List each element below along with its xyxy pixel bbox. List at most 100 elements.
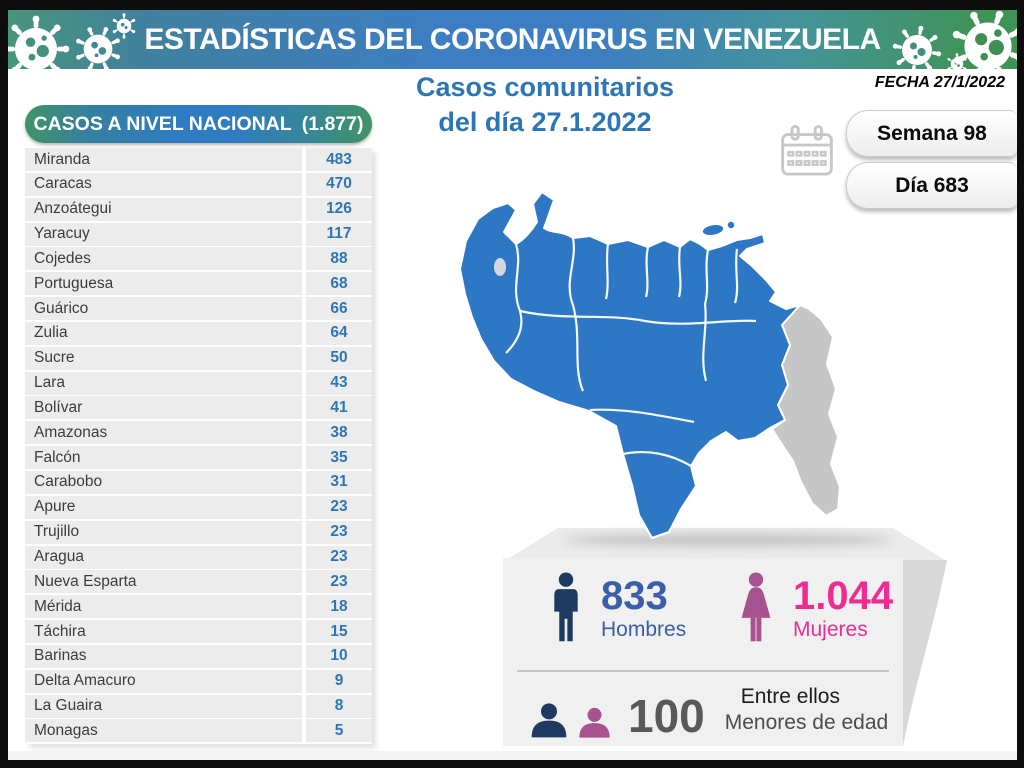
menores-label-line2: Menores de edad bbox=[724, 711, 889, 734]
state-name: Anzoátegui bbox=[25, 197, 302, 221]
calendar-icon bbox=[781, 125, 833, 176]
header-band: ESTADÍSTICAS DEL CORONAVIRUS EN VENEZUEL… bbox=[8, 10, 1017, 69]
table-row: La Guaira 8 bbox=[25, 694, 372, 718]
table-row: Táchira 15 bbox=[25, 620, 372, 644]
table-row: Guárico 66 bbox=[25, 297, 372, 321]
mujeres-label: Mujeres bbox=[793, 618, 868, 641]
state-value: 470 bbox=[306, 172, 372, 196]
table-row: Trujillo 23 bbox=[25, 520, 372, 544]
pedestal-graphic bbox=[506, 528, 947, 746]
subtitle-line2: del día 27.1.2022 bbox=[438, 107, 652, 137]
hombres-label: Hombres bbox=[601, 618, 687, 641]
mujeres-group: 1.044 Mujeres bbox=[733, 572, 893, 644]
table-row: Zulia 64 bbox=[25, 321, 372, 345]
table-row: Anzoátegui 126 bbox=[25, 197, 372, 221]
state-value: 66 bbox=[306, 297, 372, 321]
state-name: La Guaira bbox=[25, 694, 302, 718]
virus-icon bbox=[76, 27, 120, 69]
state-value: 8 bbox=[306, 694, 372, 718]
table-row: Apure 23 bbox=[25, 495, 372, 519]
state-name: Monagas bbox=[25, 719, 302, 743]
stats-divider bbox=[517, 670, 889, 672]
table-row: Cojedes 88 bbox=[25, 247, 372, 271]
state-name: Delta Amacuro bbox=[25, 669, 302, 693]
mujeres-value: 1.044 bbox=[793, 574, 894, 618]
state-borders bbox=[505, 237, 757, 467]
menores-group: 100 Entre ellos Menores de edad bbox=[529, 678, 889, 742]
state-value: 41 bbox=[306, 396, 372, 420]
table-row: Miranda 483 bbox=[25, 148, 372, 171]
state-value: 5 bbox=[306, 719, 372, 743]
state-name: Nueva Esparta bbox=[25, 570, 302, 594]
infographic-canvas: ESTADÍSTICAS DEL CORONAVIRUS EN VENEZUEL… bbox=[8, 10, 1017, 760]
dia-badge: Día 683 bbox=[846, 162, 1017, 209]
state-name: Mérida bbox=[25, 595, 302, 619]
state-value: 35 bbox=[306, 446, 372, 470]
virus-icon bbox=[112, 13, 136, 39]
state-value: 64 bbox=[306, 321, 372, 345]
subtitle-line1: Casos comunitarios bbox=[415, 72, 675, 102]
state-value: 10 bbox=[306, 644, 372, 668]
semana-badge: Semana 98 bbox=[846, 110, 1017, 157]
state-value: 50 bbox=[306, 346, 372, 370]
state-value: 68 bbox=[306, 272, 372, 296]
state-value: 23 bbox=[306, 545, 372, 569]
virus-icon bbox=[892, 25, 942, 69]
state-name: Portuguesa bbox=[25, 272, 302, 296]
cases-panel-title: CASOS A NIVEL NACIONAL bbox=[33, 112, 292, 135]
state-name: Aragua bbox=[25, 545, 302, 569]
minor-female-icon bbox=[579, 707, 610, 738]
gender-stats-panel: 833 Hombres 1.044 Mujeres bbox=[503, 558, 903, 746]
cases-table-body: Miranda 483 Caracas 470 Anzoátegui 126 Yaracuy… bbox=[25, 148, 372, 743]
male-icon bbox=[554, 572, 578, 642]
table-row: Monagas 5 bbox=[25, 719, 372, 743]
cases-panel-total: (1.877) bbox=[301, 112, 364, 135]
state-value: 23 bbox=[306, 570, 372, 594]
subtitle: Casos comunitarios del día 27.1.2022 bbox=[380, 70, 710, 140]
state-value: 117 bbox=[306, 222, 372, 246]
state-name: Falcón bbox=[25, 446, 302, 470]
state-name: Apure bbox=[25, 495, 302, 519]
bottom-strip bbox=[8, 751, 1017, 760]
page-title: ESTADÍSTICAS DEL CORONAVIRUS EN VENEZUEL… bbox=[144, 22, 881, 56]
menores-label-line1: Entre ellos bbox=[740, 685, 840, 708]
state-name: Yaracuy bbox=[25, 222, 302, 246]
state-name: Caracas bbox=[25, 172, 302, 196]
venezuela-map bbox=[459, 191, 841, 539]
table-row: Sucre 50 bbox=[25, 346, 372, 370]
state-value: 31 bbox=[306, 470, 372, 494]
table-row: Delta Amacuro 9 bbox=[25, 669, 372, 693]
venezuela-landmass bbox=[459, 191, 801, 539]
minor-male-icon bbox=[531, 703, 567, 738]
state-value: 483 bbox=[306, 148, 372, 171]
table-row: Carabobo 31 bbox=[25, 470, 372, 494]
lake-maracaibo bbox=[494, 258, 506, 276]
state-name: Bolívar bbox=[25, 396, 302, 420]
state-value: 88 bbox=[306, 247, 372, 271]
state-name: Barinas bbox=[25, 644, 302, 668]
state-value: 18 bbox=[306, 595, 372, 619]
virus-icon bbox=[952, 10, 1017, 69]
table-row: Yaracuy 117 bbox=[25, 222, 372, 246]
state-value: 38 bbox=[306, 421, 372, 445]
table-row: Barinas 10 bbox=[25, 644, 372, 668]
table-row: Lara 43 bbox=[25, 371, 372, 395]
table-row: Mérida 18 bbox=[25, 595, 372, 619]
state-value: 126 bbox=[306, 197, 372, 221]
table-row: Caracas 470 bbox=[25, 172, 372, 196]
state-value: 43 bbox=[306, 371, 372, 395]
state-name: Miranda bbox=[25, 148, 302, 171]
table-row: Falcón 35 bbox=[25, 446, 372, 470]
state-name: Trujillo bbox=[25, 520, 302, 544]
state-value: 15 bbox=[306, 620, 372, 644]
menores-value: 100 bbox=[628, 690, 705, 742]
cases-table: Miranda 483 Caracas 470 Anzoátegui 126 Yaracuy… bbox=[25, 148, 372, 744]
state-name: Guárico bbox=[25, 297, 302, 321]
state-value: 23 bbox=[306, 495, 372, 519]
state-value: 9 bbox=[306, 669, 372, 693]
table-row: Bolívar 41 bbox=[25, 396, 372, 420]
margarita-island bbox=[701, 220, 736, 237]
state-name: Sucre bbox=[25, 346, 302, 370]
state-name: Zulia bbox=[25, 321, 302, 345]
state-name: Carabobo bbox=[25, 470, 302, 494]
